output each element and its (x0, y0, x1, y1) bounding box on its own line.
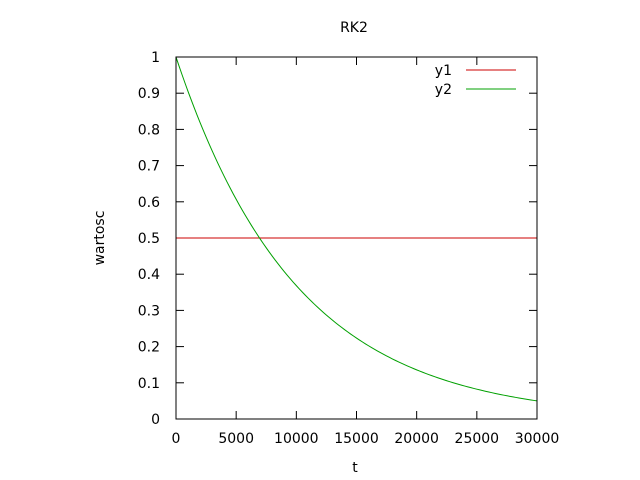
y-tick-label: 0.8 (138, 122, 160, 138)
x-tick-label: 10000 (274, 431, 319, 447)
x-tick-label: 20000 (394, 431, 439, 447)
legend-label-y1: y1 (435, 63, 452, 79)
chart-title: RK2 (340, 20, 368, 36)
x-axis-title: t (352, 460, 358, 476)
y-tick-label: 0.9 (138, 86, 160, 102)
y-tick-label: 0.2 (138, 340, 160, 356)
y-tick-label: 0.6 (138, 195, 160, 211)
x-tick-label: 30000 (515, 431, 560, 447)
y-tick-label: 0 (151, 412, 160, 428)
plot-frame (175, 56, 538, 420)
y-tick-label: 0.1 (138, 376, 160, 392)
series-line-y2 (175, 56, 538, 402)
y-tick-label: 1 (151, 50, 160, 66)
y-tick-label: 0.5 (138, 231, 160, 247)
series-layer (175, 56, 538, 402)
axis-tick-labels: 0 5000 10000 15000 20000 25000 30000 0 0.1 0.2 0.3… (138, 50, 560, 447)
y-tick-label: 0.3 (138, 303, 160, 319)
x-tick-label: 25000 (455, 431, 500, 447)
y-axis-title: wartosc (92, 211, 108, 266)
x-tick-label: 15000 (334, 431, 379, 447)
legend-label-y2: y2 (435, 82, 452, 98)
x-tick-label: 0 (172, 431, 181, 447)
x-tick-label: 5000 (218, 431, 254, 447)
y-tick-label: 0.4 (138, 267, 160, 283)
y-tick-label: 0.7 (138, 159, 160, 175)
